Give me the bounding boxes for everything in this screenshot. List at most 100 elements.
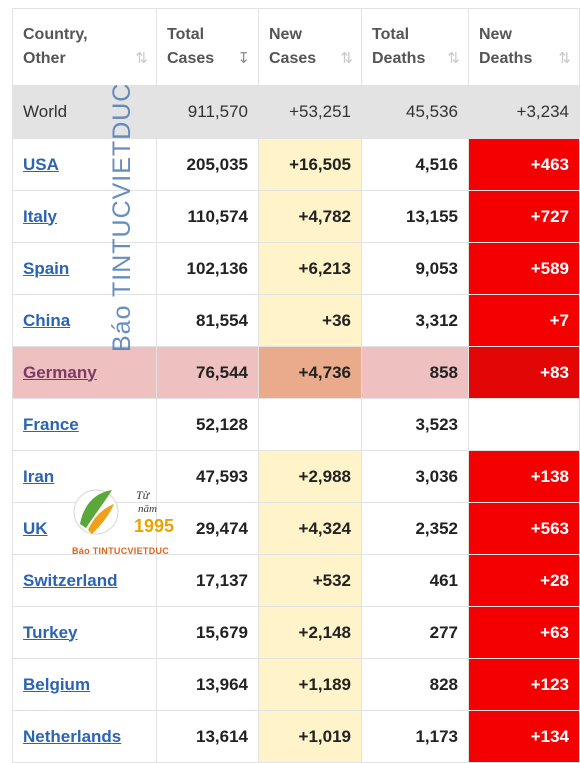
table-row: France 52,128 3,523	[12, 398, 580, 451]
country-link[interactable]: China	[23, 310, 71, 330]
new-deaths-cell: +589	[468, 242, 580, 295]
new-deaths-cell: +463	[468, 138, 580, 191]
table-row: USA 205,035 +16,505 4,516 +463	[12, 138, 580, 191]
table-row: Spain 102,136 +6,213 9,053 +589	[12, 242, 580, 295]
total-deaths-cell: 3,036	[361, 450, 469, 503]
new-deaths-cell: +138	[468, 450, 580, 503]
logo-text: năm	[138, 503, 157, 515]
country-link[interactable]: France	[23, 414, 79, 434]
new-deaths-cell	[468, 398, 580, 451]
sort-icon[interactable]: ⇅	[558, 50, 571, 67]
column-header-total-cases[interactable]: Total Cases ↧	[156, 8, 259, 86]
country-link[interactable]: Iran	[23, 466, 55, 486]
country-cell: China	[12, 294, 157, 347]
new-deaths-cell: +3,234	[468, 85, 580, 139]
country-cell: Germany	[12, 346, 157, 399]
country-link[interactable]: UK	[23, 518, 48, 538]
total-cases-cell: 13,614	[156, 710, 259, 763]
table-row: Iran 47,593 +2,988 3,036 +138	[12, 450, 580, 503]
total-deaths-cell: 3,523	[361, 398, 469, 451]
logo-text: Từ	[136, 488, 150, 502]
new-cases-cell: +2,148	[258, 606, 362, 659]
country-cell: Turkey	[12, 606, 157, 659]
new-cases-cell: +4,324	[258, 502, 362, 555]
new-cases-cell: +53,251	[258, 85, 362, 139]
total-cases-cell: 13,964	[156, 658, 259, 711]
country-cell: Belgium	[12, 658, 157, 711]
table-row: Netherlands 13,614 +1,019 1,173 +134	[12, 710, 580, 763]
country-cell: USA	[12, 138, 157, 191]
total-cases-cell: 110,574	[156, 190, 259, 243]
total-cases-cell: 102,136	[156, 242, 259, 295]
logo-year: 1995	[134, 516, 175, 536]
watermark-text: Báo TINTUCVIETDUC	[108, 82, 136, 352]
country-cell: France	[12, 398, 157, 451]
new-cases-cell: +1,019	[258, 710, 362, 763]
sort-icon[interactable]: ⇅	[340, 50, 353, 67]
country-link[interactable]: Switzerland	[23, 570, 118, 590]
new-deaths-cell: +63	[468, 606, 580, 659]
table-row: Belgium 13,964 +1,189 828 +123	[12, 658, 580, 711]
total-cases-cell: 47,593	[156, 450, 259, 503]
total-deaths-cell: 4,516	[361, 138, 469, 191]
covid-stats-table: Country, Other ⇅ Total Cases ↧ New Cases ⇅ Tot…	[12, 8, 580, 763]
column-header-label: Deaths	[372, 50, 426, 67]
country-cell: Italy	[12, 190, 157, 243]
column-header-total-deaths[interactable]: Total Deaths ⇅	[361, 8, 469, 86]
country-link[interactable]: Italy	[23, 206, 58, 226]
table-row: Switzerland 17,137 +532 461 +28	[12, 554, 580, 607]
new-deaths-cell: +28	[468, 554, 580, 607]
total-cases-cell: 81,554	[156, 294, 259, 347]
new-cases-cell: +4,736	[258, 346, 362, 399]
total-deaths-cell: 828	[361, 658, 469, 711]
country-link[interactable]: USA	[23, 154, 59, 174]
sort-desc-icon[interactable]: ↧	[237, 50, 250, 67]
sort-icon[interactable]: ⇅	[135, 50, 148, 67]
total-cases-cell: 76,544	[156, 346, 259, 399]
new-cases-cell: +532	[258, 554, 362, 607]
logo-icon	[73, 489, 119, 535]
total-cases-cell: 52,128	[156, 398, 259, 451]
total-deaths-cell: 13,155	[361, 190, 469, 243]
country-link[interactable]: Spain	[23, 258, 70, 278]
table-header-row: Country, Other ⇅ Total Cases ↧ New Cases ⇅ Tot…	[12, 8, 580, 86]
table-row: China 81,554 +36 3,312 +7	[12, 294, 580, 347]
world-total-row: World 911,570 +53,251 45,536 +3,234	[12, 85, 580, 139]
logo-caption: Báo TINTUCVIETDUC	[72, 546, 170, 556]
new-cases-cell: +4,782	[258, 190, 362, 243]
column-header-label: Cases	[167, 50, 215, 67]
total-deaths-cell: 1,173	[361, 710, 469, 763]
table-row: Turkey 15,679 +2,148 277 +63	[12, 606, 580, 659]
column-header-new-cases[interactable]: New Cases ⇅	[258, 8, 362, 86]
country-link[interactable]: Belgium	[23, 674, 91, 694]
new-deaths-cell: +123	[468, 658, 580, 711]
new-cases-cell: +36	[258, 294, 362, 347]
country-cell: Netherlands	[12, 710, 157, 763]
new-deaths-cell: +134	[468, 710, 580, 763]
column-header-label: Cases	[269, 50, 317, 67]
column-header-label: Country,	[23, 26, 88, 43]
total-cases-cell: 911,570	[156, 85, 259, 139]
total-deaths-cell: 277	[361, 606, 469, 659]
table-row: Italy 110,574 +4,782 13,155 +727	[12, 190, 580, 243]
country-cell: Switzerland	[12, 554, 157, 607]
total-deaths-cell: 858	[361, 346, 469, 399]
column-header-label: Total	[372, 26, 410, 43]
new-cases-cell: +2,988	[258, 450, 362, 503]
sort-icon[interactable]: ⇅	[447, 50, 460, 67]
column-header-new-deaths[interactable]: New Deaths ⇅	[468, 8, 580, 86]
new-deaths-cell: +7	[468, 294, 580, 347]
column-header-label: New	[269, 26, 302, 43]
country-link[interactable]: Netherlands	[23, 726, 122, 746]
country-link[interactable]: Germany	[23, 362, 97, 382]
column-header-label: Deaths	[479, 50, 533, 67]
new-deaths-cell: +83	[468, 346, 580, 399]
total-deaths-cell: 45,536	[361, 85, 469, 139]
total-cases-cell: 17,137	[156, 554, 259, 607]
table-row: UK 29,474 +4,324 2,352 +563	[12, 502, 580, 555]
column-header-label: New	[479, 26, 512, 43]
table-row: Germany 76,544 +4,736 858 +83	[12, 346, 580, 399]
new-deaths-cell: +563	[468, 502, 580, 555]
country-link[interactable]: Turkey	[23, 622, 78, 642]
column-header-country[interactable]: Country, Other ⇅	[12, 8, 157, 86]
